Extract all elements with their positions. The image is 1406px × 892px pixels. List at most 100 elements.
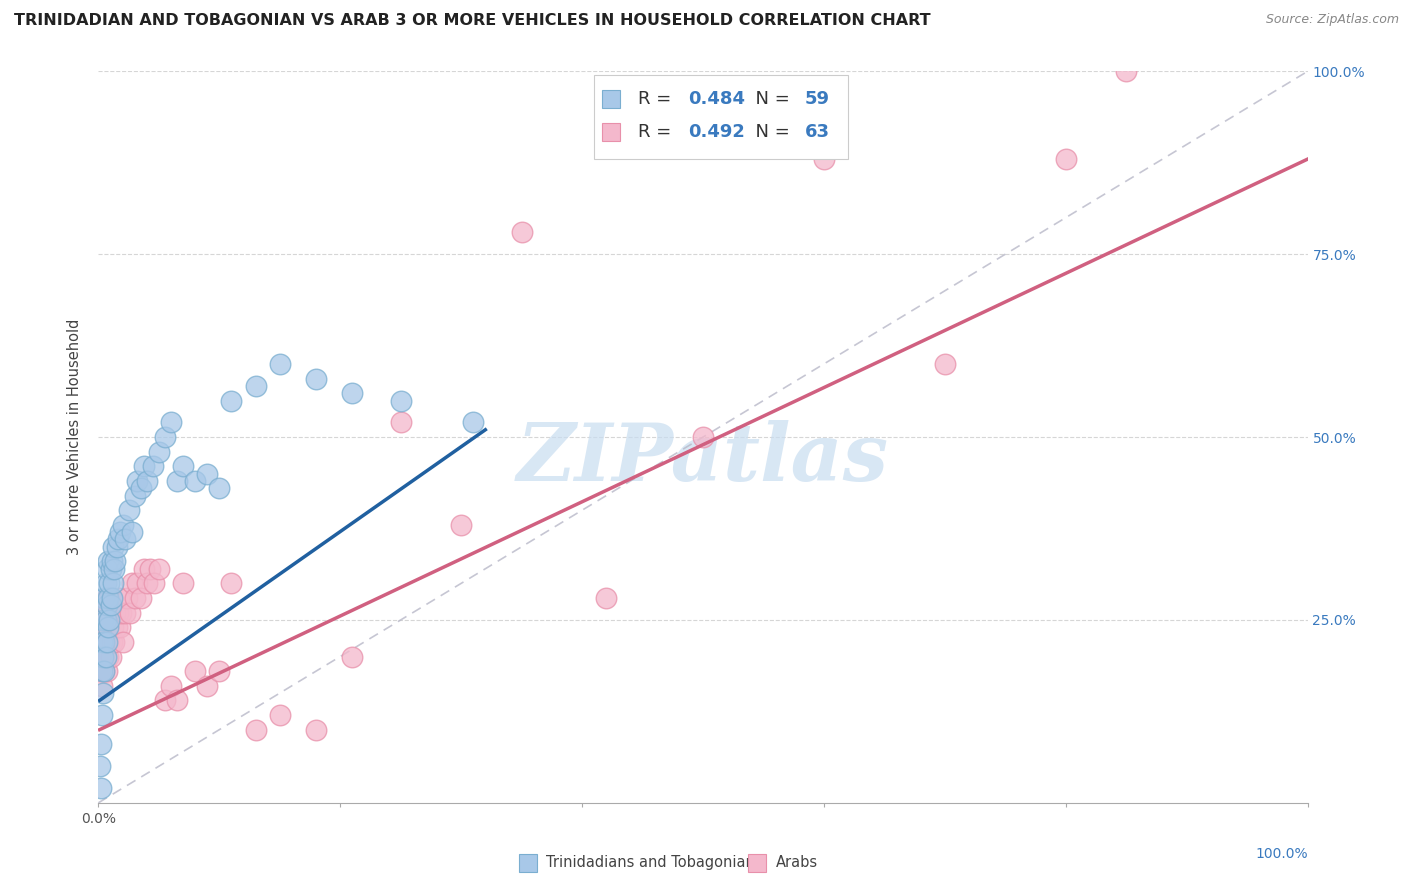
Point (166, 693, 188, 707)
Point (98, 635, 121, 649)
Point (111, 517, 134, 532)
Point (98, 613, 121, 627)
Point (91, 708, 114, 723)
Point (110, 606, 132, 620)
Point (93, 591, 115, 605)
Point (342, 386, 364, 401)
Text: 0.484: 0.484 (689, 90, 745, 108)
Point (692, 430, 714, 444)
Point (93, 664, 115, 678)
Point (90, 781, 112, 796)
Point (1054, 152, 1077, 166)
Point (100, 649, 122, 664)
Point (184, 664, 207, 678)
Point (184, 474, 207, 488)
Text: 100.0%: 100.0% (1256, 847, 1308, 861)
Point (148, 562, 170, 576)
Point (96, 635, 118, 649)
Point (389, 393, 412, 408)
Point (91, 649, 114, 664)
Point (934, 357, 956, 371)
Point (595, 591, 617, 605)
Point (103, 562, 125, 576)
Point (127, 474, 149, 488)
Point (510, 225, 533, 239)
Text: Trinidadians and Tobagonians: Trinidadians and Tobagonians (546, 855, 762, 871)
Point (94, 649, 117, 664)
Point (108, 620, 131, 634)
Point (108, 525, 131, 540)
Point (94, 613, 117, 627)
Point (97, 649, 120, 664)
Text: 59: 59 (804, 90, 830, 108)
Point (96, 635, 118, 649)
Point (1115, 64, 1137, 78)
Point (91, 664, 114, 678)
Point (134, 562, 156, 576)
Point (107, 606, 129, 620)
Point (813, 152, 835, 166)
Point (96, 562, 118, 576)
Point (148, 444, 170, 458)
Point (114, 533, 136, 547)
Point (135, 474, 157, 488)
Text: ZIPatlas: ZIPatlas (517, 420, 889, 498)
Point (89, 759, 111, 773)
Point (98, 591, 121, 605)
Point (172, 576, 194, 591)
Text: N =: N = (744, 90, 796, 108)
Point (221, 576, 243, 591)
Text: R =: R = (638, 123, 676, 141)
Point (142, 459, 165, 474)
Point (97, 606, 120, 620)
Point (100, 554, 122, 568)
Point (91, 679, 114, 693)
Point (134, 459, 156, 474)
Point (101, 576, 124, 591)
Point (97, 620, 120, 634)
Point (100, 591, 122, 605)
Point (389, 416, 412, 430)
Point (195, 467, 218, 481)
Point (89, 664, 111, 678)
Point (91, 613, 114, 627)
Text: Arabs: Arabs (776, 855, 818, 871)
Point (101, 620, 124, 634)
FancyBboxPatch shape (595, 75, 848, 159)
Text: N =: N = (744, 123, 796, 141)
Point (91, 620, 114, 634)
Point (94, 606, 117, 620)
Point (305, 723, 328, 737)
Point (104, 554, 127, 568)
Text: Source: ZipAtlas.com: Source: ZipAtlas.com (1265, 13, 1399, 27)
Point (100, 635, 122, 649)
Point (342, 649, 364, 664)
Point (121, 525, 143, 540)
Point (96, 591, 118, 605)
Point (245, 379, 267, 393)
Point (98, 576, 121, 591)
Point (104, 606, 127, 620)
Point (111, 635, 134, 649)
Point (105, 620, 128, 634)
Point (105, 540, 128, 554)
Point (269, 708, 291, 723)
Text: TRINIDADIAN AND TOBAGONIAN VS ARAB 3 OR MORE VEHICLES IN HOUSEHOLD CORRELATION C: TRINIDADIAN AND TOBAGONIAN VS ARAB 3 OR … (14, 13, 931, 29)
Point (90, 635, 112, 649)
Point (107, 533, 129, 547)
Point (97, 554, 120, 568)
Point (108, 591, 131, 605)
Point (93, 635, 115, 649)
Point (91, 635, 114, 649)
Point (153, 693, 176, 707)
Point (127, 576, 149, 591)
Point (100, 606, 122, 620)
Point (118, 503, 141, 517)
Text: 0.492: 0.492 (689, 123, 745, 141)
Point (129, 591, 152, 605)
Point (463, 416, 485, 430)
Point (208, 481, 231, 495)
Point (208, 664, 231, 678)
Point (269, 357, 291, 371)
Point (103, 635, 125, 649)
